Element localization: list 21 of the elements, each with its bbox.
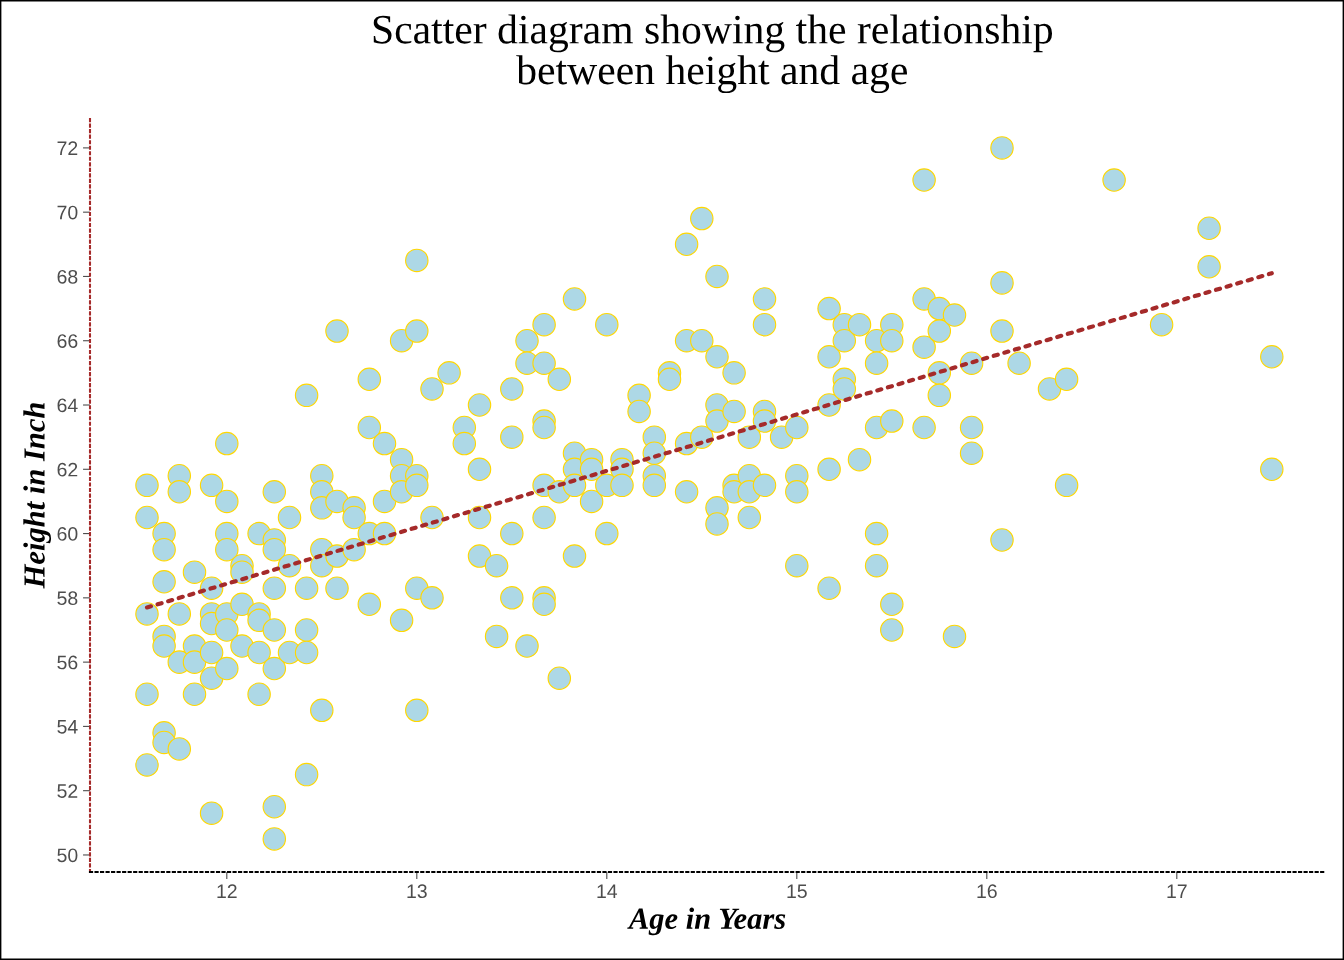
y-tick-label: 68 [57,269,78,284]
y-tick-label: 66 [57,334,78,348]
y-tick-label: 64 [57,398,78,413]
x-tick-label: 15 [787,884,807,899]
x-tick-label: 17 [1167,884,1187,898]
x-tick-label: 12 [217,884,237,898]
y-axis-title: Height in Inch [23,403,52,589]
x-tick-label: 16 [977,884,997,899]
y-tick-label: 60 [57,527,78,541]
x-tick-label: 14 [597,884,618,898]
y-tick-label: 62 [57,462,78,477]
chart-title: Scatter diagram showing the relationship between height and age [373,14,1053,94]
x-tick-label: 13 [407,884,427,899]
y-tick-label: 56 [57,655,78,670]
y-tick-label: 52 [57,784,78,798]
y-tick-label: 58 [57,591,78,606]
y-tick-label: 50 [57,848,78,863]
y-tick-label: 72 [57,141,78,155]
y-tick-label: 54 [57,720,78,734]
y-tick-label: 70 [57,205,78,220]
x-axis-title: Age in Years [627,907,786,936]
